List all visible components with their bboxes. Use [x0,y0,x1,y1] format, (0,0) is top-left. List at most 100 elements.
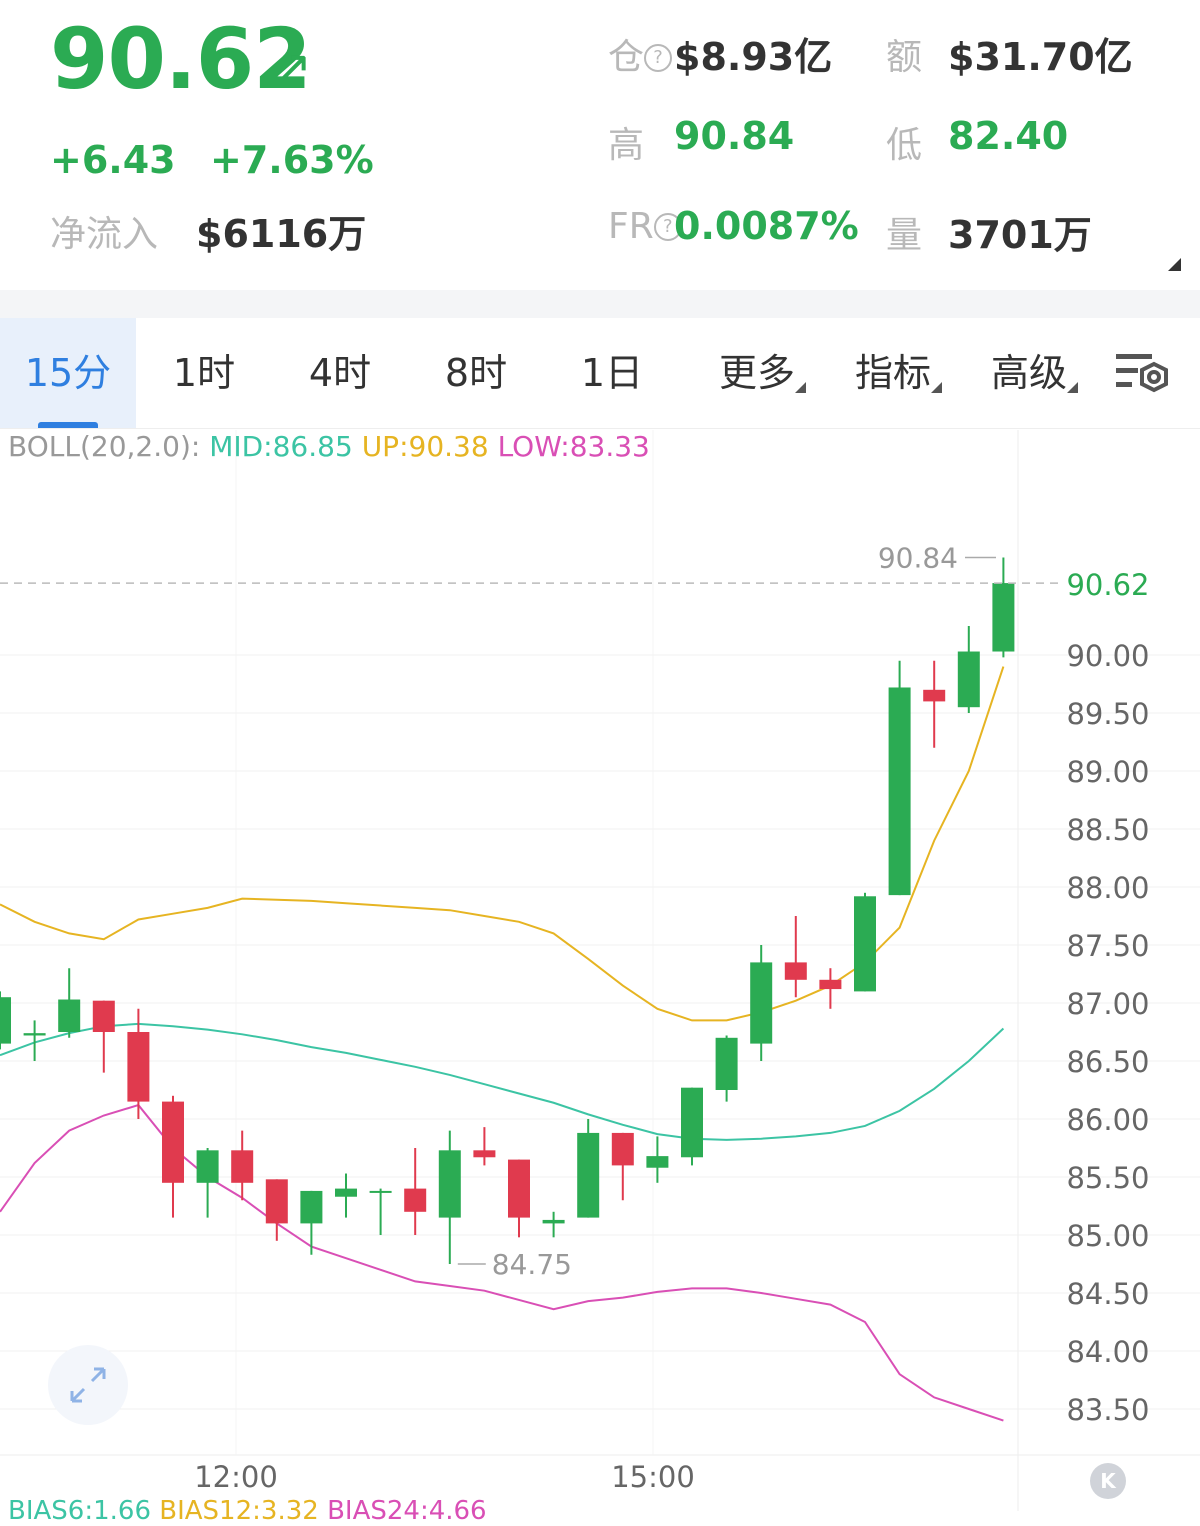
bias24: BIAS24:4.66 [327,1496,487,1526]
chart-settings-icon[interactable] [1114,350,1174,398]
tab-more-dropdown[interactable]: 更多 [708,318,806,428]
expand-corner-icon[interactable] [1168,258,1181,271]
boll-upper-line [0,666,1005,1022]
y-tick-label: 87.00 [1066,987,1149,1021]
candle-body [577,1132,600,1218]
volume-label: 量 [886,215,923,256]
tab-1h[interactable]: 1时 [172,351,236,395]
y-tick-label: 87.50 [1066,929,1149,963]
bias-legend: BIAS6:1.66 BIAS12:3.32 BIAS24:4.66 [8,1496,487,1526]
boll-low: LOW:83.33 [497,430,650,463]
tab-4h[interactable]: 4时 [308,351,372,395]
tab-15m[interactable]: 15分 [0,318,136,428]
candle-body [404,1188,427,1212]
low-value: 82.40 [948,114,1069,158]
y-tick-label: 88.00 [1066,871,1149,905]
price-change-percent: +7.63% [210,138,374,182]
price-up-arrow-icon: ↗ [272,40,313,96]
candle-body [438,1150,461,1218]
k-line-button[interactable]: K [1090,1463,1126,1499]
amount-label: 额 [886,37,923,78]
funding-rate-value: 0.0087% [674,204,859,248]
help-icon[interactable]: ? [653,213,682,241]
candle-body [542,1219,565,1224]
candle-body [335,1188,357,1197]
chart-grid [0,430,1200,1511]
x-tick-label: 12:00 [194,1460,278,1494]
y-tick-label: 89.50 [1066,697,1149,731]
tab-advanced-dropdown[interactable]: 高级 [980,318,1078,428]
boll-name: BOLL(20,2.0): [8,430,201,463]
candle-body [923,689,946,702]
candle-body [0,997,11,1044]
last-price: 90.62 [50,10,312,108]
dropdown-caret-icon [795,382,806,393]
current-price-label: 90.62 [1066,568,1149,602]
candle-body [992,583,1015,652]
volume-value: 3701万 [948,213,1092,257]
y-tick-label: 84.00 [1066,1335,1149,1369]
active-tab-indicator [38,422,98,428]
candle-body [888,687,911,896]
boll-mid: MID:86.85 [209,430,353,463]
y-tick-label: 88.50 [1066,813,1149,847]
boll-legend: BOLL(20,2.0): MID:86.85 UP:90.38 LOW:83.… [8,430,650,463]
boll-mid-line [0,1022,1005,1141]
y-tick-label: 85.50 [1066,1161,1149,1195]
low-label: 低 [886,125,923,166]
amount-value: $31.70亿 [948,35,1133,79]
candle-body [681,1087,703,1158]
dropdown-caret-icon [1067,382,1078,393]
candle-body [646,1156,669,1168]
bias12: BIAS12:3.32 [159,1496,319,1526]
axis-labels: 90.00 89.50 89.00 88.50 88.00 87.50 87.00 86.50… [0,542,1150,1494]
x-tick-label: 15:00 [611,1460,695,1494]
y-tick-label: 84.50 [1066,1277,1149,1311]
candle-body [750,962,773,1044]
candle-body [784,962,807,980]
fullscreen-button[interactable] [48,1345,128,1425]
y-tick-label: 85.00 [1066,1219,1149,1253]
high-marker-label: 90.84 [878,542,958,575]
y-tick-label: 83.50 [1066,1393,1149,1427]
expand-arrows-icon [70,1367,106,1403]
funding-rate-label: FR? [608,206,682,247]
candle-body [854,896,876,992]
y-tick-label: 86.00 [1066,1103,1149,1137]
high-value: 90.84 [674,114,795,158]
high-label: 高 [608,125,645,166]
dropdown-caret-icon [931,382,942,393]
price-change: +6.43 [50,138,176,182]
candle-body [957,651,980,708]
tab-indicators-dropdown[interactable]: 指标 [844,318,942,428]
timeframe-tabs: 15分 1时 4时 8时 1日 更多 指标 高级 [0,318,1200,429]
y-tick-label: 86.50 [1066,1045,1149,1079]
tab-1d[interactable]: 1日 [580,351,644,395]
help-icon[interactable]: ? [644,44,673,72]
candle-body [819,979,842,990]
candle-body [473,1150,496,1158]
net-inflow-label: 净流入 [50,214,159,255]
y-tick-label: 89.00 [1066,755,1149,789]
boll-up: UP:90.38 [361,430,489,463]
candle-body [196,1150,219,1183]
candle-body [23,1033,46,1036]
candle-body [300,1190,323,1224]
candle-body [369,1190,392,1193]
candle-body [92,1000,115,1032]
open-interest-value: $8.93亿 [674,35,833,79]
candlestick-chart[interactable]: 90.00 89.50 89.00 88.50 88.00 87.50 87.00 86.50… [0,430,1200,1511]
section-divider [0,290,1200,318]
candle-body [127,1032,150,1102]
y-tick-label: 90.00 [1066,639,1149,673]
candle-body [58,999,81,1032]
open-interest-label: 仓? [608,28,673,80]
candle-body [715,1037,738,1090]
low-marker-label: 84.75 [492,1248,572,1281]
candle-body [162,1101,184,1183]
bollinger-bands [0,666,1005,1422]
candle-body [265,1179,288,1224]
candle-body [611,1132,634,1166]
tab-8h[interactable]: 8时 [444,351,508,395]
candle-body [231,1150,254,1183]
